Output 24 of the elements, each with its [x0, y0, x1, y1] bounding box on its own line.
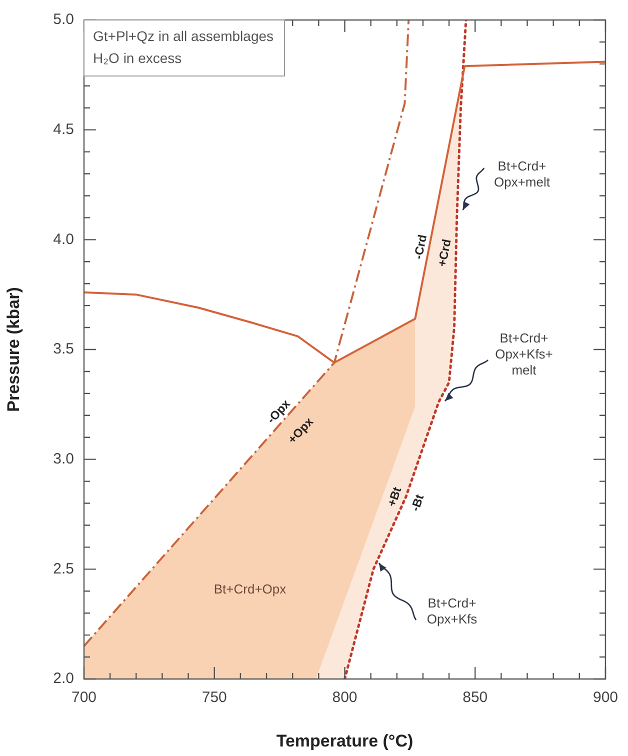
y-tick-label: 2.0 [53, 670, 74, 688]
x-tick-label: 700 [71, 689, 97, 706]
x-tick-label: 850 [462, 689, 488, 706]
annotation: Bt+Crd+ Opx+Kfs+ melt [495, 330, 553, 378]
annotation: Bt+Crd+ Opx+Kfs [426, 596, 478, 627]
annotation: Bt+Crd+ Opx+melt [494, 158, 550, 190]
annotation: +Crd [434, 238, 454, 268]
y-tick-label: 4.5 [53, 120, 74, 138]
y-tick-label: 4.0 [53, 230, 74, 248]
annotation: Bt+Crd+Opx [214, 582, 287, 597]
annotation: -Crd [411, 233, 430, 260]
annotation: Gt+Pl+Qz in all assemblages [93, 28, 274, 44]
x-tick-label: 750 [202, 689, 227, 706]
annotation: +Bt [384, 485, 404, 508]
annotation: -Bt [408, 492, 427, 513]
x-tick-label: 800 [332, 689, 358, 706]
y-axis-title: Pressure (kbar) [4, 287, 23, 412]
x-tick-label: 900 [592, 689, 618, 706]
x-axis-title: Temperature (°C) [276, 731, 414, 750]
y-tick-label: 3.0 [53, 450, 74, 468]
y-tick-label: 3.5 [53, 340, 74, 358]
annotation: H₂O in excess [93, 50, 182, 66]
y-tick-label: 5.0 [53, 11, 74, 28]
y-tick-label: 2.5 [53, 560, 74, 578]
